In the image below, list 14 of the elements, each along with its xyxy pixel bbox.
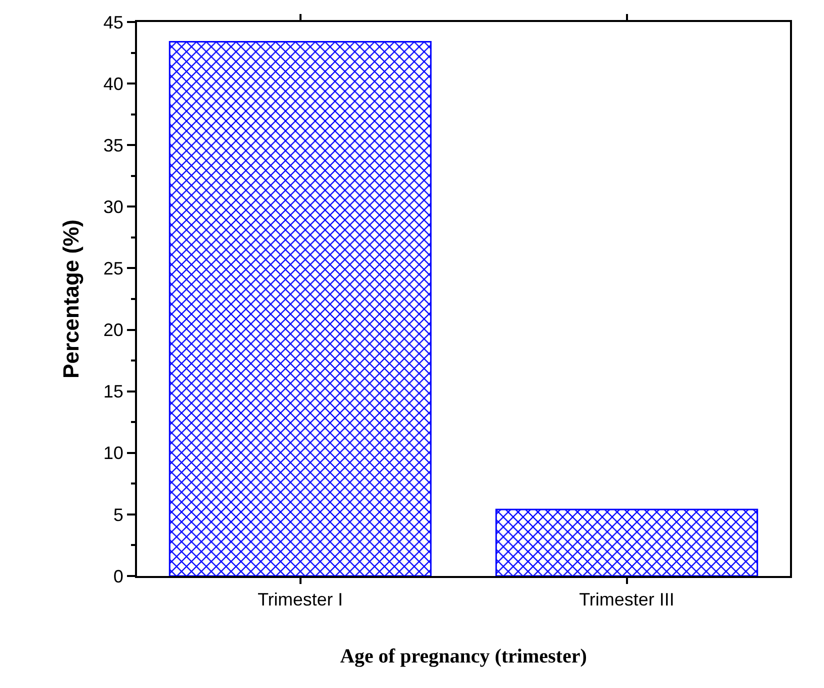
y-axis-title: Percentage (%) <box>58 220 84 378</box>
y-tick-label: 10 <box>103 443 124 464</box>
x-axis-title: Age of pregnancy (trimester) <box>340 646 587 668</box>
x-tick-label: Trimester I <box>258 590 343 610</box>
x-tick-label: Trimester III <box>579 590 674 610</box>
y-tick-label: 30 <box>103 196 124 217</box>
y-tick-label: 0 <box>113 566 124 586</box>
y-tick-label: 25 <box>103 258 124 279</box>
y-tick-label: 45 <box>103 12 124 32</box>
y-tick-label: 20 <box>103 320 124 340</box>
y-tick-label: 5 <box>113 504 124 525</box>
y-tick-label: 15 <box>103 382 124 402</box>
y-tick-label: 35 <box>103 135 124 156</box>
y-tick-label: 40 <box>103 74 124 94</box>
